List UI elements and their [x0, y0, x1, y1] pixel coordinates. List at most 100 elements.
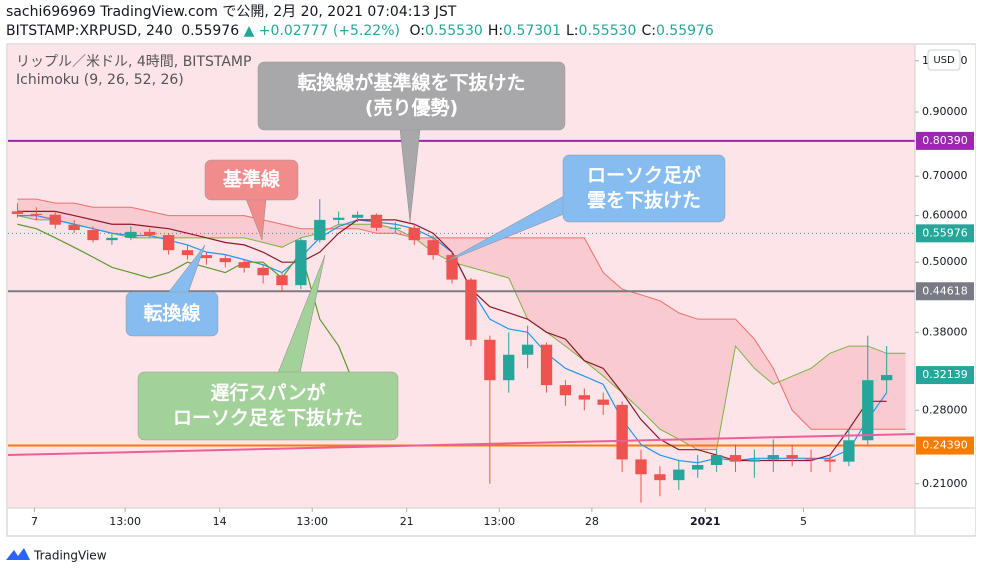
candle-body	[559, 385, 572, 396]
y-tick-label: 0.60000	[922, 209, 968, 222]
candle-body	[257, 267, 269, 276]
time-axis	[8, 508, 915, 535]
price-tag	[916, 131, 974, 150]
x-tick-label: 14	[213, 515, 227, 528]
candle-body	[862, 380, 874, 441]
candle-body	[578, 395, 590, 400]
y-tick-label: 0.21000	[922, 477, 968, 490]
ohlc-key: O:	[409, 23, 425, 39]
callout-text: 転換線が基準線を下抜けた	[297, 71, 525, 94]
logo	[6, 548, 30, 560]
candle-body	[824, 459, 836, 462]
ohlc-value: 0.55530	[425, 23, 483, 39]
y-tick-label: 0.28000	[922, 403, 968, 416]
price-tag-label: 0.80390	[922, 134, 968, 147]
candle-body	[446, 255, 458, 280]
candle-body	[276, 275, 288, 286]
x-tick-label: 2021	[690, 515, 721, 528]
candle-body	[786, 455, 798, 459]
candle-body	[68, 224, 80, 231]
legend-symbol: リップル／米ドル, 4時間, BITSTAMP	[16, 54, 251, 70]
candle-body	[238, 262, 250, 268]
x-tick-label: 13:00	[296, 515, 328, 528]
y-tick-label: 0.70000	[922, 169, 968, 182]
trend-line	[7, 433, 916, 456]
change: ▲ +0.02777 (+5.22%)	[244, 23, 400, 39]
footer-logo	[6, 548, 30, 560]
candle-body	[635, 459, 647, 475]
candle-body	[597, 399, 609, 405]
price-tag	[916, 224, 974, 243]
callout-text: 基準線	[222, 168, 280, 191]
currency[interactable]: USD	[933, 55, 955, 66]
candle-body	[710, 455, 723, 466]
price: 0.55976	[181, 23, 239, 39]
cloud	[17, 199, 906, 450]
callout-text: ローソク足が	[587, 164, 701, 187]
candle-body	[654, 474, 666, 481]
indicator-line	[17, 210, 887, 462]
candle-body	[295, 240, 307, 286]
ohlc-key: H:	[488, 23, 503, 39]
cloud-span	[17, 198, 906, 430]
price-tag	[916, 366, 974, 385]
candle-body	[106, 237, 118, 241]
header-author: sachi696969 TradingView.com で公開, 2月 20, …	[6, 4, 457, 20]
legend-indicator: Ichimoku (9, 26, 52, 26)	[16, 72, 184, 88]
candle-body	[729, 455, 742, 462]
candle-body	[314, 219, 326, 241]
price-tag	[916, 282, 974, 301]
ohlc-value: 0.55530	[579, 23, 637, 39]
ohlc-key: L:	[566, 23, 579, 39]
x-tick-label: 21	[400, 515, 414, 528]
callout	[257, 61, 566, 131]
candle-body	[465, 279, 477, 340]
candle-body	[408, 227, 420, 241]
callout	[562, 154, 726, 223]
candle-body	[370, 214, 383, 228]
candle-body	[200, 255, 213, 259]
candle-body	[843, 440, 855, 462]
candle-body	[87, 230, 99, 241]
ohlc-value: 0.57301	[503, 23, 561, 39]
price-tag-label: 0.24390	[922, 439, 968, 452]
callout	[137, 371, 399, 441]
candle-body	[125, 231, 137, 238]
candle-body	[767, 455, 779, 460]
candle-body	[30, 213, 43, 215]
currency-button[interactable]	[927, 49, 961, 71]
x-tick-label: 28	[585, 515, 599, 528]
candle-body	[333, 217, 345, 220]
candle-body	[673, 469, 685, 481]
y-tick-label: 0.50000	[922, 255, 968, 268]
candle-body	[11, 211, 24, 214]
y-tick-label: 0.38000	[922, 325, 968, 338]
callout-text: 転換線	[143, 302, 200, 325]
header-quote: BITSTAMP:XRPUSD, 240 0.55976 ▲ +0.02777 …	[6, 23, 714, 39]
callout-text: (売り優勢)	[365, 96, 458, 119]
candle-body	[880, 375, 893, 381]
candle-body	[805, 458, 817, 460]
candle-body	[540, 344, 553, 386]
candle-body	[427, 240, 439, 256]
candle-body	[503, 354, 515, 381]
price-tag	[916, 436, 974, 455]
price-tag-label: 0.55976	[922, 226, 968, 239]
callout	[204, 159, 299, 201]
price-tag-label: 0.44618	[922, 284, 968, 297]
annotations: 転換線が基準線を下抜けた(売り優勢) 基準線 ローソク足が雲を下抜けた転換線遅行スパ…	[125, 61, 726, 441]
x-tick-label: 7	[31, 515, 38, 528]
candle-body	[144, 231, 156, 236]
candle-body	[692, 465, 704, 470]
candle-body	[616, 404, 628, 460]
candle-body	[181, 250, 194, 256]
indicator-line	[17, 223, 396, 440]
x-tick-label: 5	[800, 515, 807, 528]
candle-body	[521, 344, 534, 355]
price-tag-label: 0.32139	[922, 368, 968, 381]
callout-text: 遅行スパンが	[211, 381, 326, 404]
candle-body	[484, 339, 496, 381]
candle-body	[219, 258, 231, 263]
